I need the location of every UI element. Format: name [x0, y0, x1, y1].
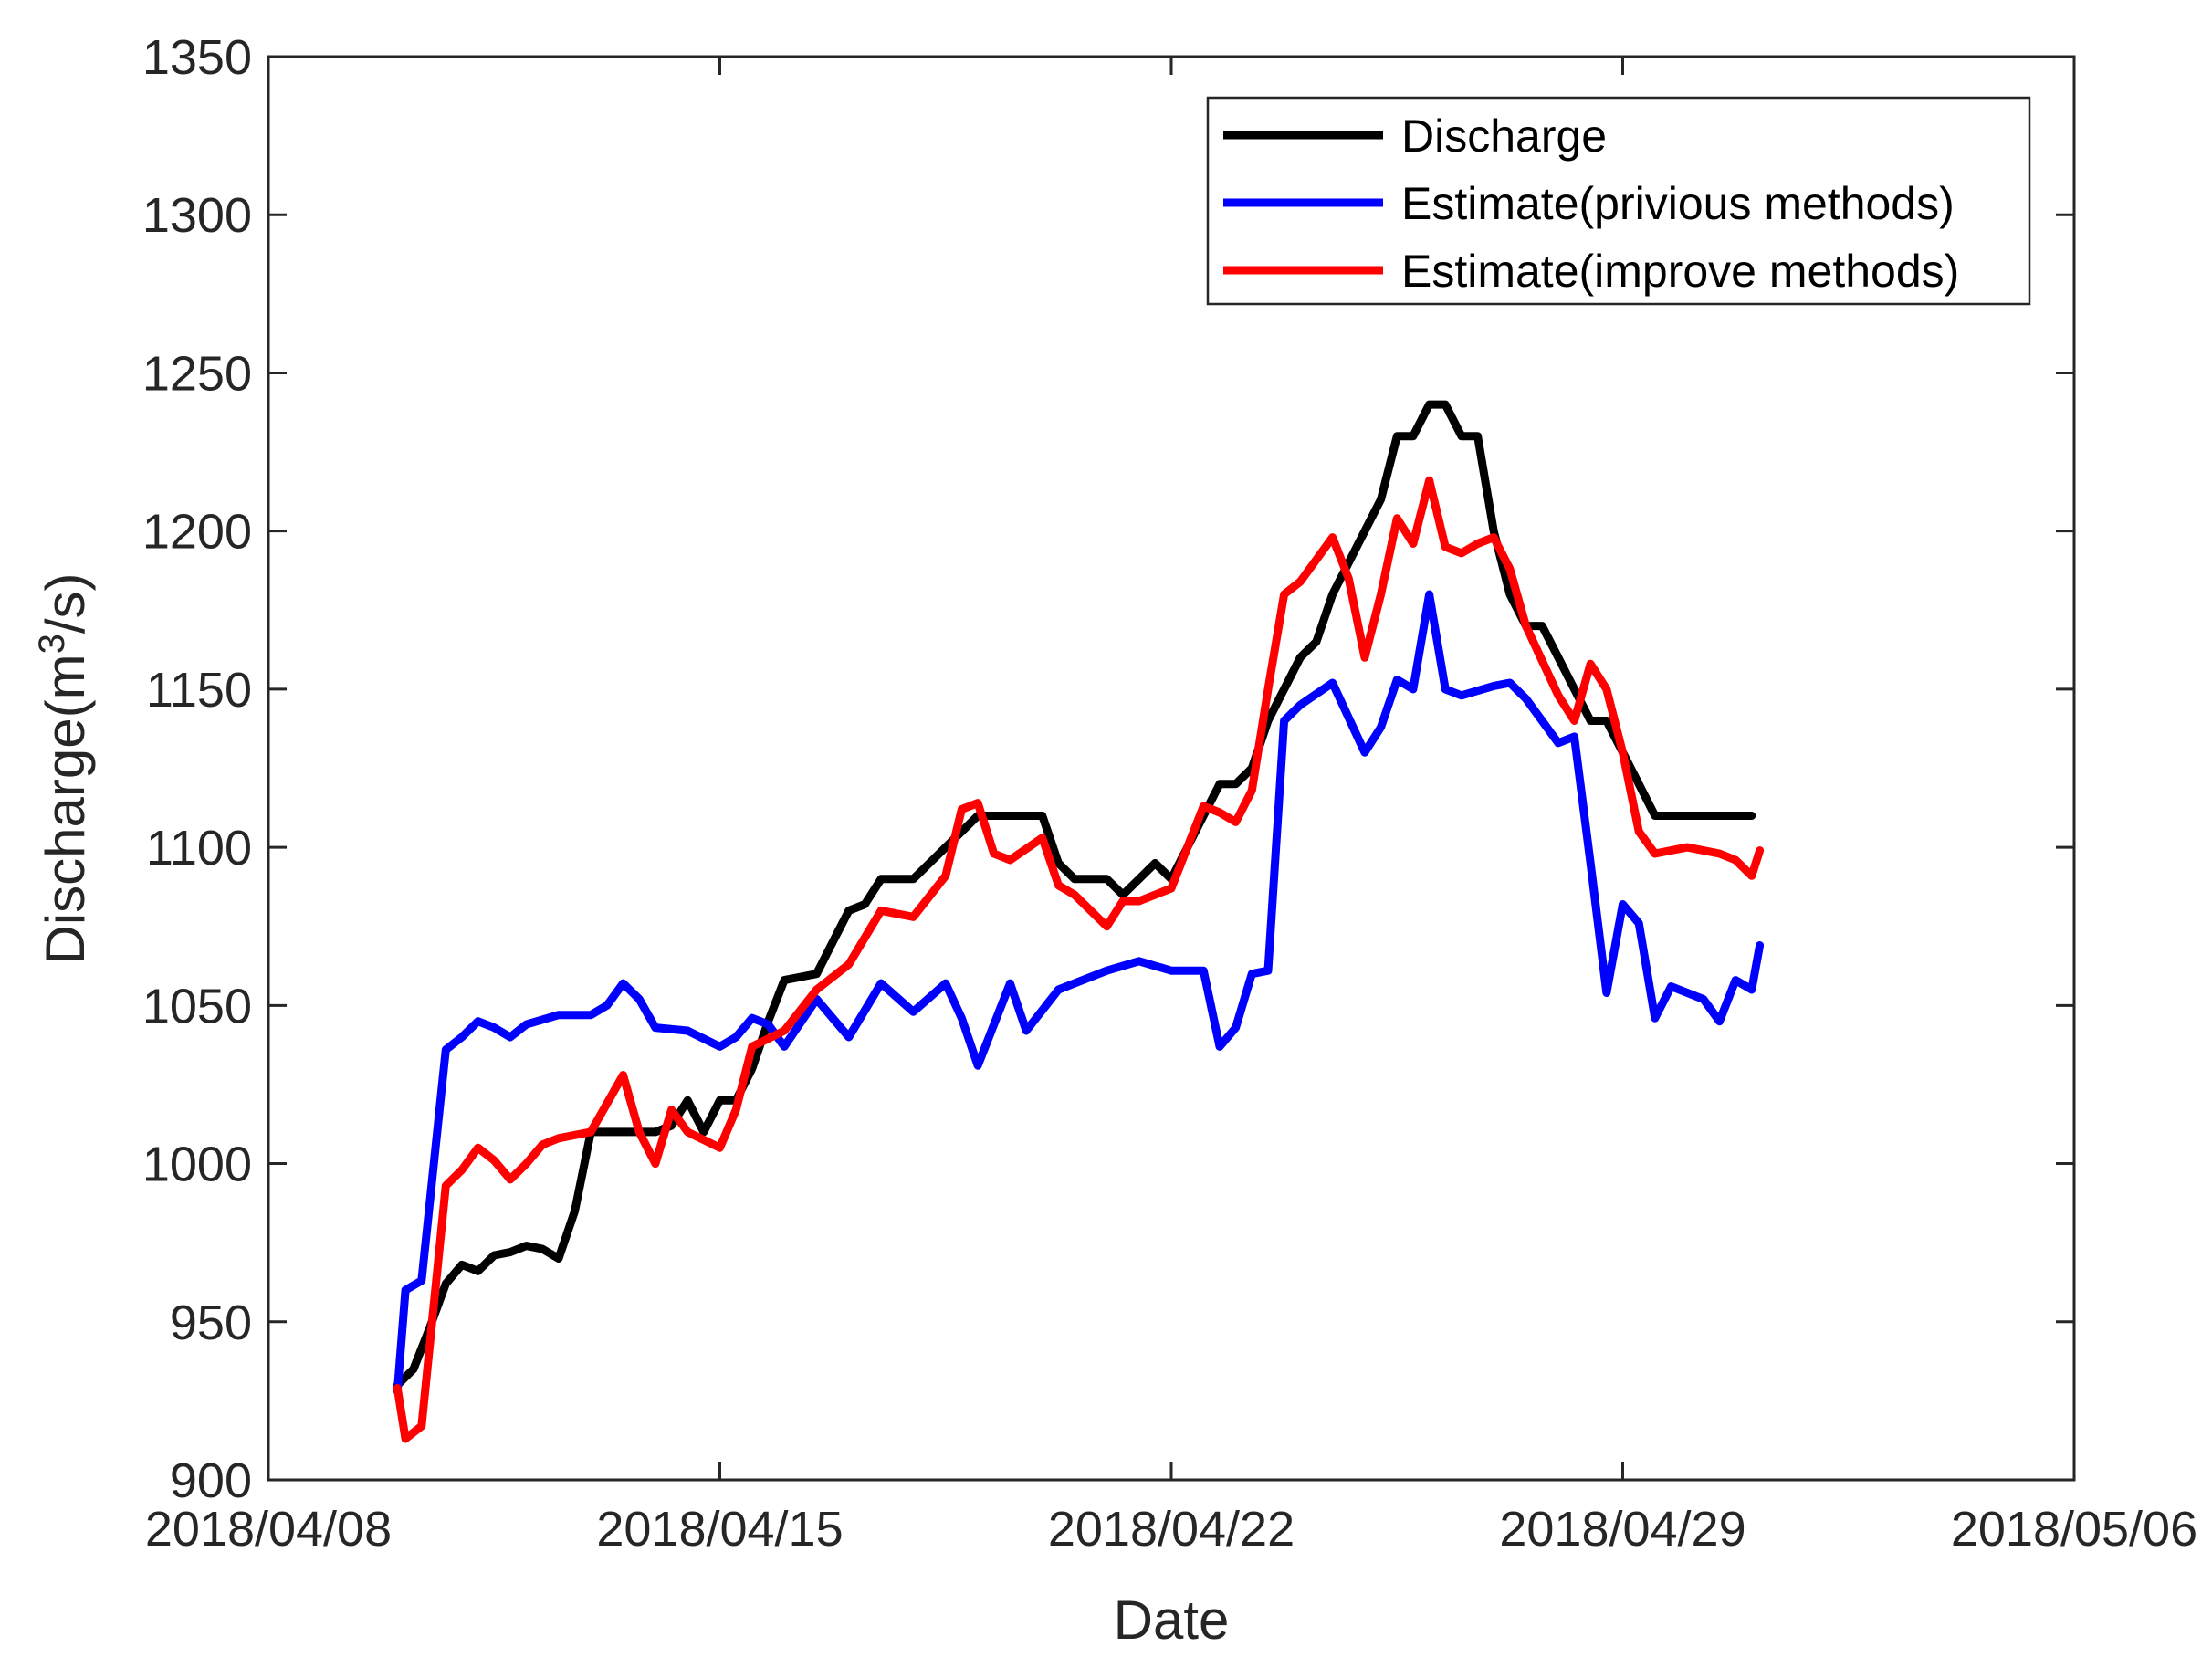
- x-tick-label: 2018/04/15: [596, 1502, 843, 1557]
- series-line-0: [393, 400, 1756, 1390]
- legend: Discharge Estimate(privious methods) Est…: [1206, 96, 2031, 306]
- y-tick-label: 950: [170, 1295, 252, 1350]
- y-tick-label: 1350: [142, 30, 252, 85]
- y-tick-label: 1200: [142, 505, 252, 560]
- y-tick-label: 1100: [146, 821, 252, 876]
- y-tick-label: 900: [170, 1453, 252, 1508]
- y-axis-title: Discharge(m3/s): [32, 573, 96, 965]
- y-tick-label: 1050: [142, 979, 252, 1033]
- y-tick-label: 1250: [142, 346, 252, 401]
- y-tick-label: 1150: [146, 663, 252, 718]
- x-tick-label: 2018/04/08: [145, 1502, 392, 1557]
- y-tick-label: 1300: [142, 188, 252, 243]
- x-tick-label: 2018/05/06: [1951, 1502, 2197, 1557]
- x-tick-label: 2018/04/22: [1048, 1502, 1295, 1557]
- legend-label-previous: Estimate(privious methods): [1401, 178, 1955, 229]
- legend-label-discharge: Discharge: [1401, 110, 1607, 162]
- y-tick-label: 1000: [142, 1138, 252, 1192]
- x-axis-title: Date: [1114, 1589, 1230, 1651]
- series-line-2: [393, 476, 1765, 1443]
- legend-label-improve: Estimate(improve methods): [1401, 246, 1959, 297]
- series-line-1: [393, 590, 1765, 1396]
- x-tick-label: 2018/04/29: [1499, 1502, 1745, 1557]
- y-axis: 900 950 1000 1050 1100 1150 1200 1250 1300 1350: [142, 30, 2074, 1508]
- x-axis: 2018/04/08 2018/04/15 2018/04/22 2018/04/29…: [145, 57, 2197, 1557]
- series-layer: [393, 400, 1765, 1443]
